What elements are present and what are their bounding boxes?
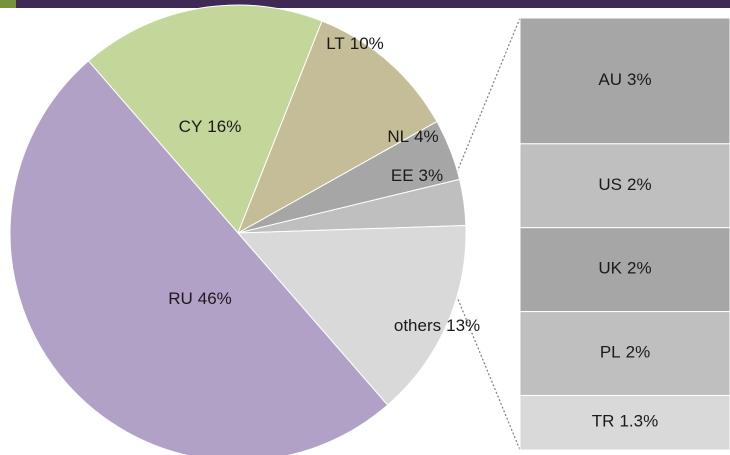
header-band bbox=[0, 0, 730, 8]
value-label: 2% bbox=[627, 175, 652, 194]
pie-slice bbox=[236, 225, 467, 406]
connector-line bbox=[456, 17, 521, 173]
data-label: NL 4% bbox=[387, 127, 438, 146]
value-label: 2% bbox=[626, 343, 651, 362]
value-label: 1.3% bbox=[619, 412, 658, 431]
value-label: 3% bbox=[627, 70, 652, 89]
bar-segment bbox=[519, 17, 730, 145]
data-label: US 2% bbox=[598, 175, 651, 194]
category-label: UK bbox=[598, 259, 622, 278]
bar-segment bbox=[519, 227, 730, 313]
value-label: 16% bbox=[207, 117, 241, 136]
data-label: others 13% bbox=[394, 316, 480, 335]
category-label: RU bbox=[168, 289, 193, 308]
connector-line bbox=[454, 291, 521, 451]
pie-slice bbox=[237, 20, 438, 235]
data-label: UK 2% bbox=[598, 259, 651, 278]
category-label: AU bbox=[598, 70, 622, 89]
category-label: LT bbox=[326, 34, 345, 53]
data-label: RU 46% bbox=[168, 289, 232, 308]
header-accent bbox=[0, 0, 16, 8]
category-label: CY bbox=[179, 117, 203, 136]
data-label: AU 3% bbox=[598, 70, 651, 89]
value-label: 13% bbox=[446, 316, 480, 335]
value-label: 46% bbox=[198, 289, 232, 308]
data-label: LT 10% bbox=[326, 34, 384, 53]
bar-segment bbox=[519, 311, 730, 396]
category-label: PL bbox=[600, 343, 621, 362]
data-label: PL 2% bbox=[600, 343, 650, 362]
category-label: EE bbox=[391, 166, 414, 185]
value-label: 2% bbox=[627, 259, 652, 278]
bar-segment bbox=[519, 143, 730, 229]
category-label: TR bbox=[592, 412, 615, 431]
category-label: others bbox=[394, 316, 441, 335]
value-label: 3% bbox=[419, 166, 444, 185]
category-label: US bbox=[598, 175, 622, 194]
bar-segment bbox=[519, 394, 730, 451]
value-label: 10% bbox=[350, 34, 384, 53]
category-label: NL bbox=[387, 127, 409, 146]
data-label: EE 3% bbox=[391, 166, 443, 185]
pie-slice bbox=[9, 60, 389, 455]
value-label: 4% bbox=[414, 127, 439, 146]
pie-slice bbox=[87, 4, 323, 234]
data-label: CY 16% bbox=[179, 117, 242, 136]
data-label: TR 1.3% bbox=[592, 412, 658, 431]
